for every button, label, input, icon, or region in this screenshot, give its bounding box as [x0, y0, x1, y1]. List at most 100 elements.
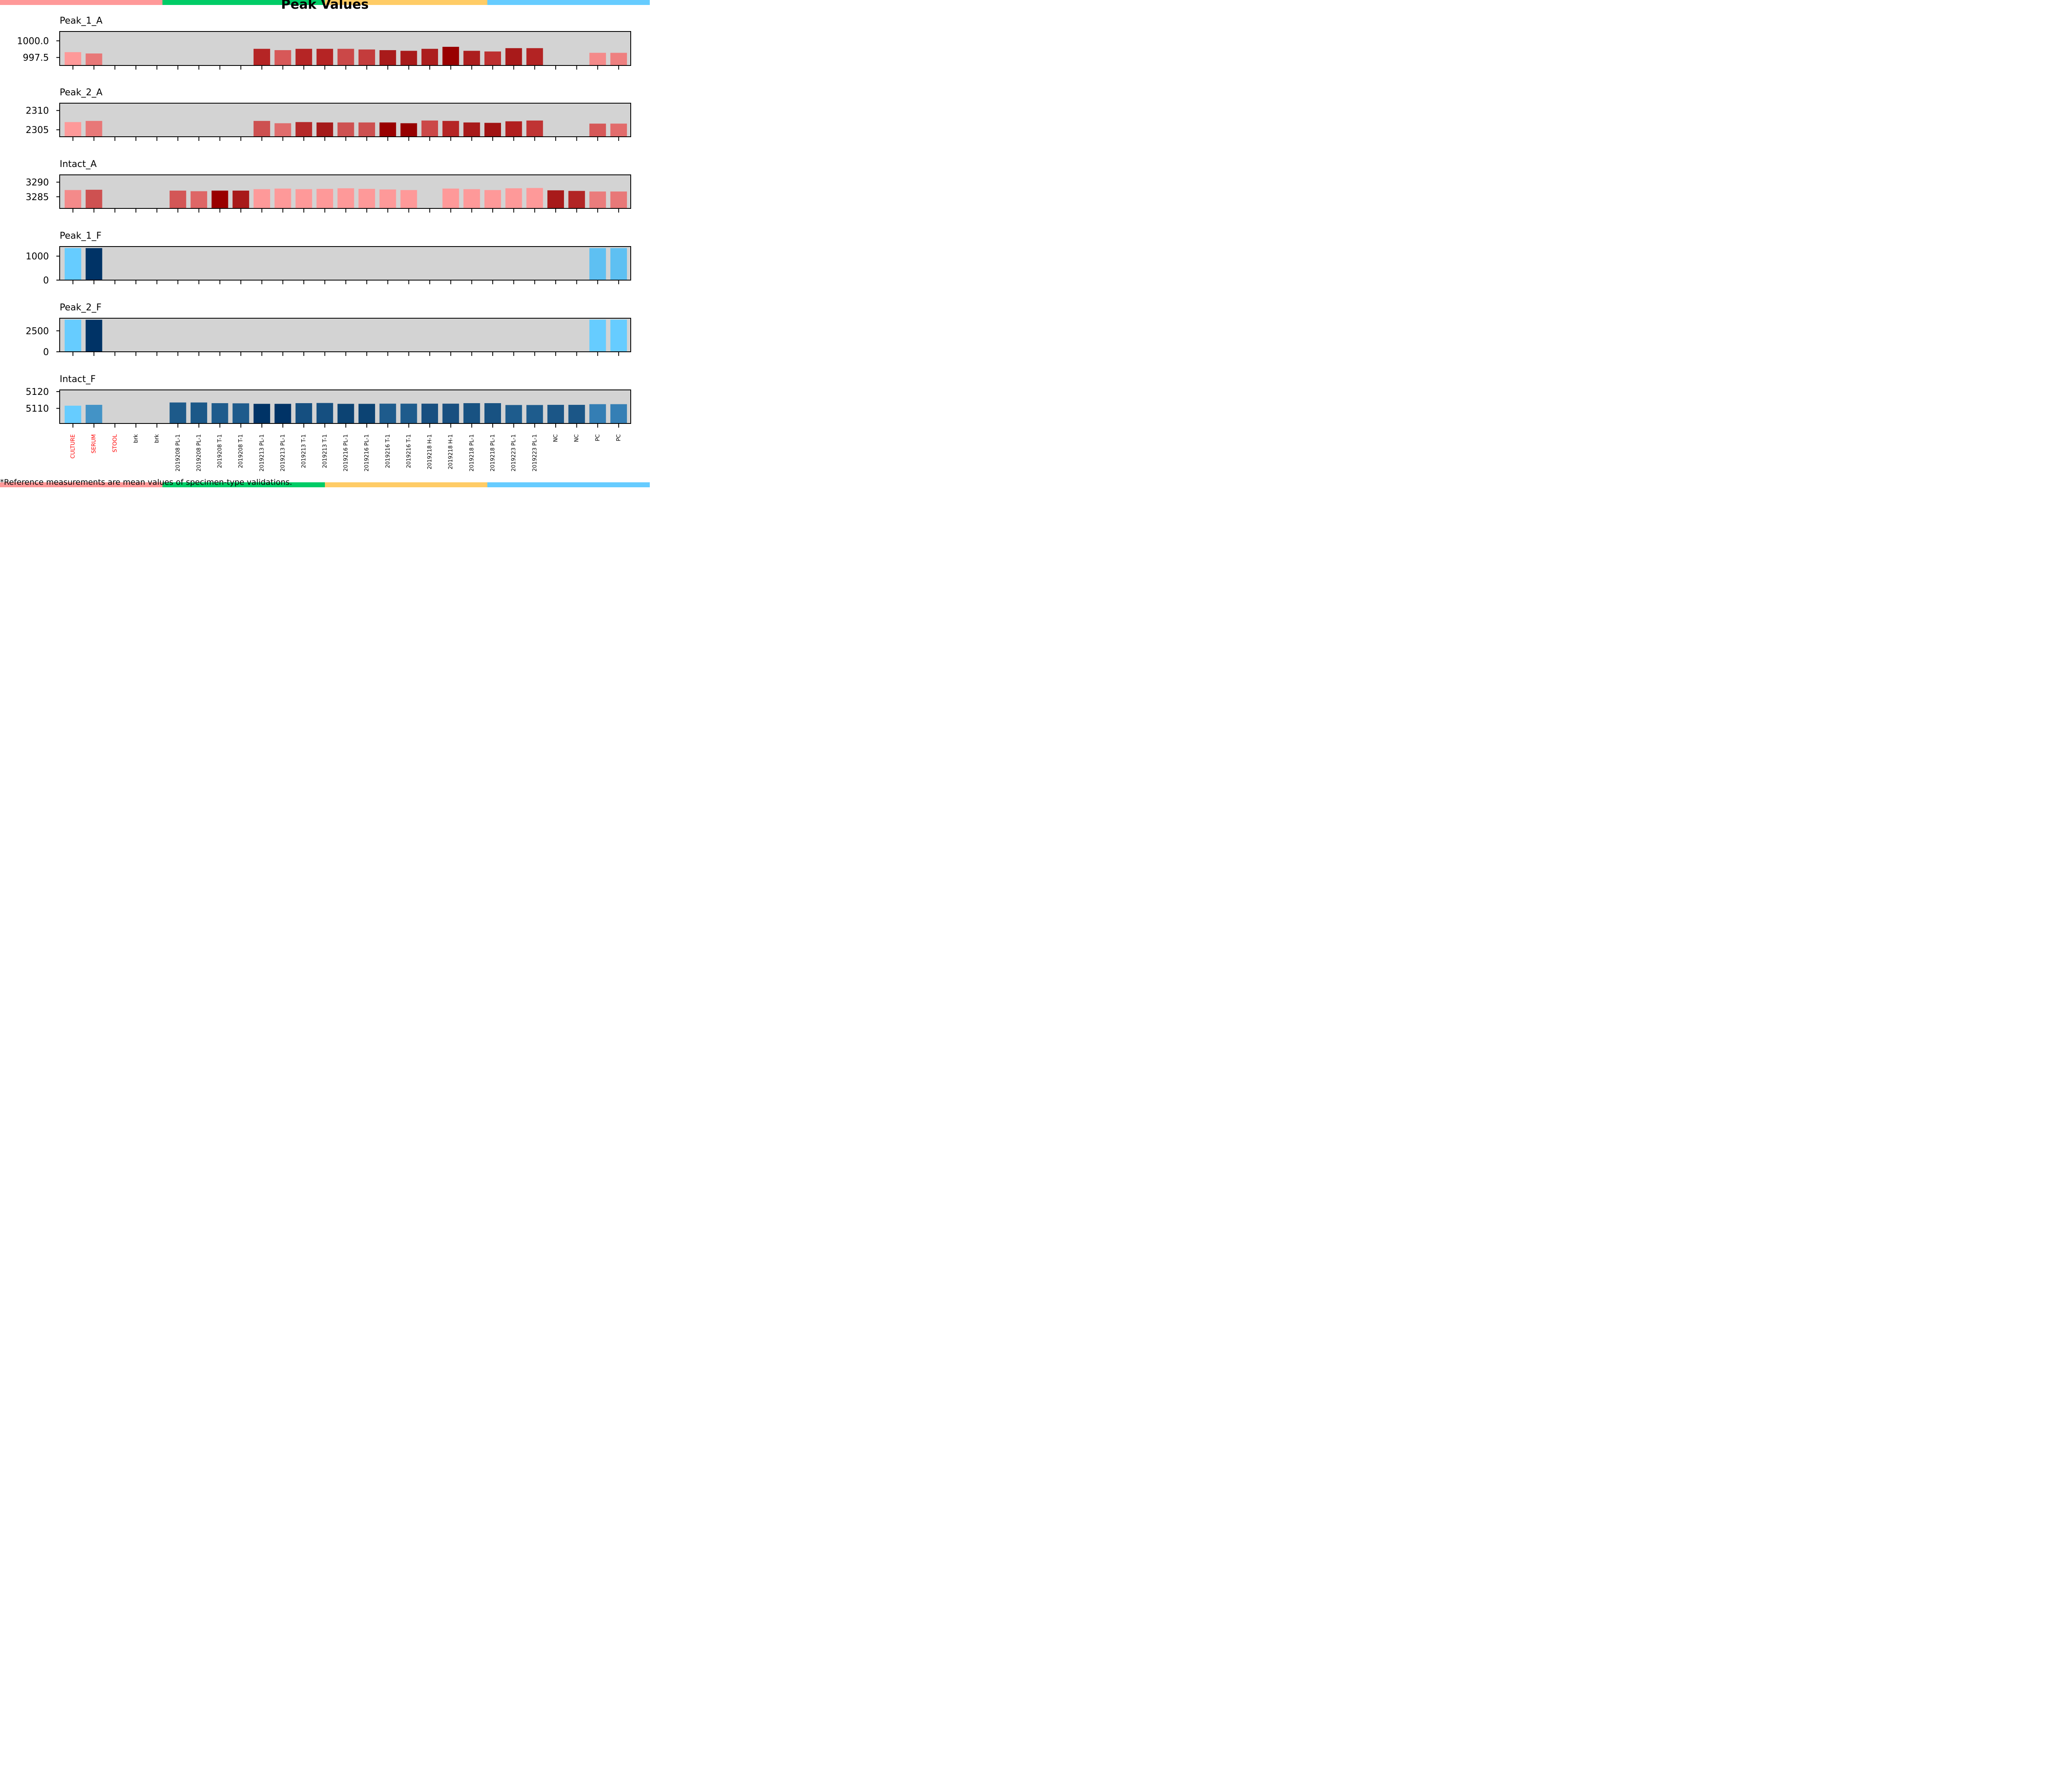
bar [400, 404, 417, 423]
bar [253, 189, 270, 208]
stripe-segment-3 [325, 482, 487, 487]
bar [442, 46, 459, 65]
y-tick-label: 2305 [26, 125, 49, 135]
bar [337, 122, 354, 137]
x-tick-label: 2019216 T-1 [406, 434, 412, 468]
y-tick-label: 5120 [26, 387, 49, 397]
x-tick-label: PC [616, 434, 622, 441]
bar [295, 403, 312, 423]
bar [421, 120, 438, 137]
bar [65, 122, 81, 137]
bar [589, 123, 606, 137]
y-tick-label: 1000 [26, 252, 49, 262]
y-tick-label: 5110 [26, 404, 49, 414]
bar [484, 123, 501, 137]
panel-title: Intact_A [60, 159, 97, 169]
bar [610, 319, 627, 352]
bar [589, 53, 606, 65]
bar [274, 123, 291, 137]
bar [463, 403, 480, 423]
bar [547, 405, 564, 423]
stripe-segment-4 [487, 482, 650, 487]
axes-frame [59, 103, 631, 137]
stripe-segment-3 [325, 0, 487, 5]
x-tick-label: 2019213 PL-1 [259, 434, 265, 472]
footnote: *Reference measurements are mean values … [0, 478, 293, 487]
bar [85, 405, 102, 423]
x-tick-label: NC [574, 434, 580, 442]
bar [65, 319, 81, 352]
bar [295, 48, 312, 65]
bar [358, 404, 375, 423]
bar [274, 50, 291, 65]
axes-frame [59, 174, 631, 209]
x-tick-label: NC [553, 434, 559, 442]
x-tick-label: brk [154, 434, 160, 443]
bar [505, 48, 522, 65]
x-tick-label: STOOL [112, 434, 118, 452]
panel-title: Peak_2_A [60, 87, 102, 98]
bar [295, 122, 312, 137]
bar [316, 403, 333, 423]
x-tick-label: 2019223 PL-1 [532, 434, 538, 472]
bar [505, 121, 522, 137]
stripe-segment-4 [487, 0, 650, 5]
bar [463, 122, 480, 137]
panel-intact-f: Intact_F 5120 5110 [26, 374, 631, 428]
bar [295, 189, 312, 208]
chart-title: Peak Values [281, 0, 369, 12]
panel-peak-1-f: Peak_1_F 1000 0 [26, 231, 631, 286]
bar [337, 48, 354, 65]
y-tick-label: 0 [43, 276, 49, 286]
bar [85, 248, 102, 280]
bar [379, 404, 396, 423]
bar [211, 403, 228, 423]
bottom-color-stripe [0, 482, 650, 487]
panel-peak-1-a: Peak_1_A 1000.0 997.5 [17, 16, 631, 70]
bar [526, 120, 543, 137]
bar [65, 190, 81, 208]
bar [337, 404, 354, 423]
bar [484, 190, 501, 208]
panel-peak-2-a: Peak_2_A 2310 2305 [26, 87, 631, 141]
bar [253, 121, 270, 137]
x-tick-label: 2019213 T-1 [322, 434, 328, 468]
x-tick-label: 2019218 PL-1 [469, 434, 475, 472]
panel-title: Peak_2_F [60, 302, 102, 313]
bar [547, 190, 564, 208]
y-tick-label: 1000.0 [17, 36, 49, 47]
bar [589, 248, 606, 280]
x-axis-labels: CULTURE SERUM STOOL brk brk 2019208 PL-1 20192… [70, 434, 622, 472]
stripe-segment-1 [0, 482, 162, 487]
bar [610, 404, 627, 423]
bar [442, 189, 459, 208]
bar [232, 191, 249, 208]
bar [316, 122, 333, 137]
bar [379, 50, 396, 65]
bar [526, 405, 543, 423]
stripe-segment-2 [162, 0, 325, 5]
plot-area [60, 247, 631, 280]
y-tick-label: 3290 [26, 178, 49, 188]
bar [379, 122, 396, 137]
x-tick-label: 2019208 PL-1 [175, 434, 181, 472]
axes-frame [59, 318, 631, 352]
bar [400, 123, 417, 137]
plot-area [60, 318, 631, 352]
bar [211, 191, 228, 208]
axes-frame [59, 246, 631, 281]
bar [337, 188, 354, 208]
bar [169, 402, 186, 424]
bar [358, 189, 375, 208]
bar [85, 189, 102, 208]
y-tick-label: 997.5 [23, 53, 49, 63]
bar [484, 403, 501, 423]
x-tick-label: 2019208 T-1 [217, 434, 223, 468]
bar [274, 189, 291, 208]
x-tick-label: 2019213 PL-1 [280, 434, 286, 472]
bar [526, 48, 543, 65]
x-tick-label: 2019218 H-1 [427, 434, 433, 469]
bar [505, 188, 522, 208]
x-tick-label: 2019216 T-1 [385, 434, 391, 468]
bar [463, 189, 480, 208]
